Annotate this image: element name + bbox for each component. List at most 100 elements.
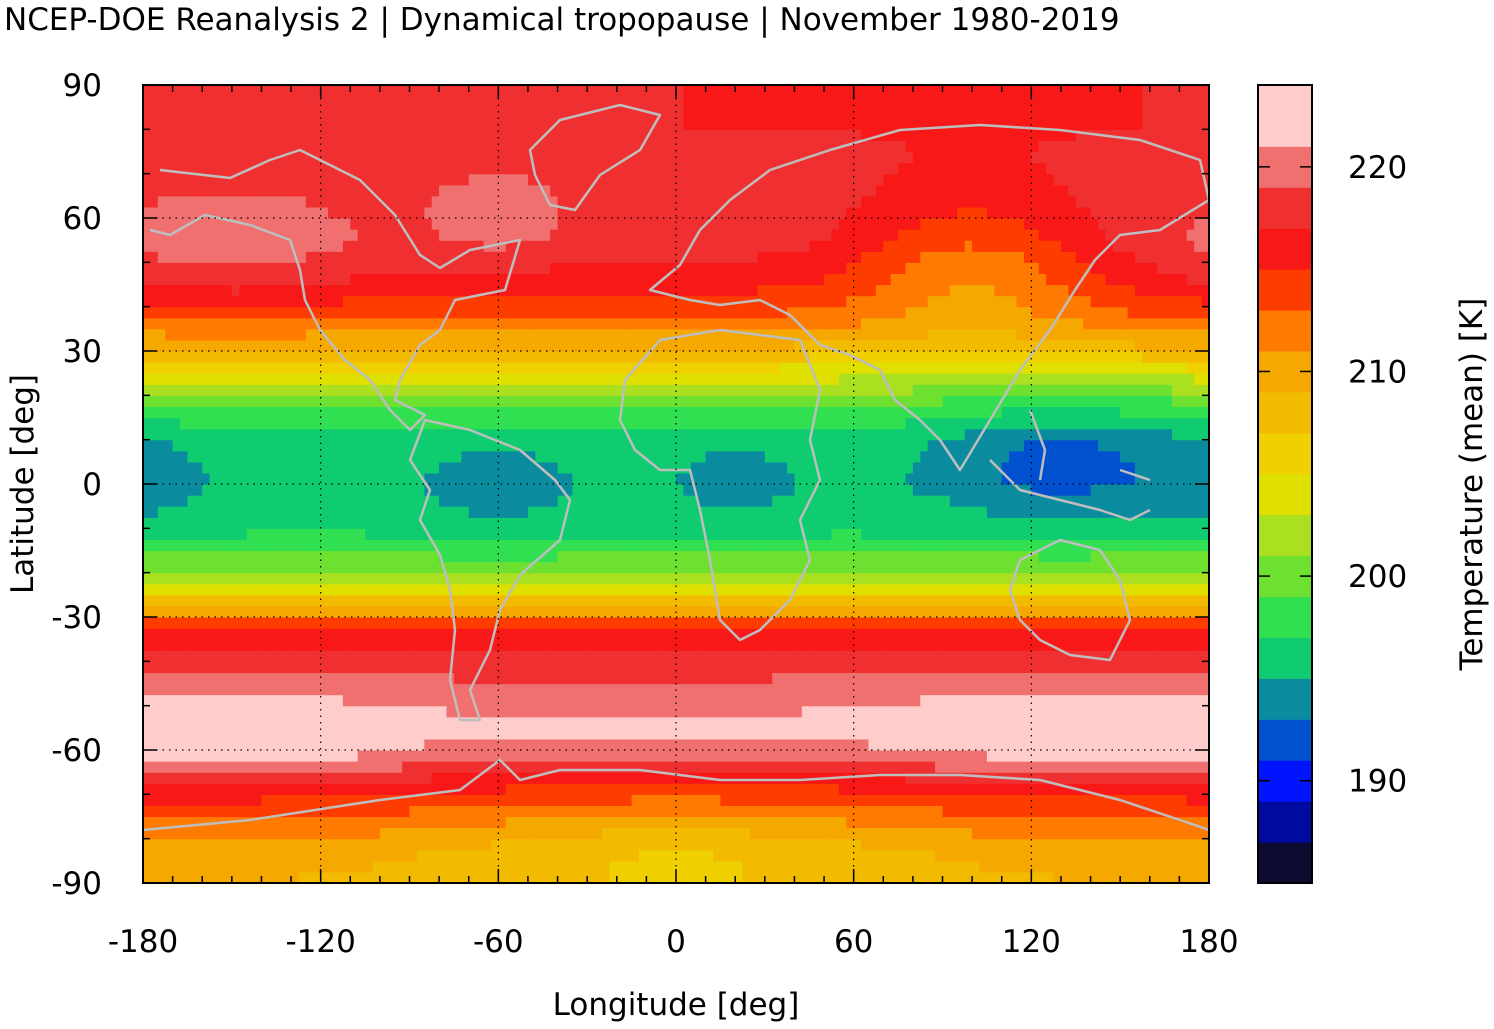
heatmap-cell [1186,650,1195,662]
heatmap-cell [824,561,833,574]
heatmap-cell [690,761,699,773]
heatmap-cell [779,827,788,840]
heatmap-cell [1186,617,1195,629]
heatmap-cell [868,783,877,795]
heatmap-cell [616,849,625,862]
heatmap-cell [365,805,374,818]
heatmap-cell [409,772,418,784]
heatmap-cell [431,805,440,818]
heatmap-cell [579,650,588,662]
heatmap-cell [772,794,781,807]
heatmap-cell [224,594,233,607]
heatmap-cell [1031,617,1040,629]
heatmap-cell [172,661,181,674]
heatmap-cell [912,561,921,574]
heatmap-cell [328,639,337,651]
heatmap-cell [1105,716,1114,729]
heatmap-cell [1164,639,1173,651]
heatmap-cell [150,783,159,795]
heatmap-cell [1149,617,1158,629]
heatmap-cell [1053,871,1062,883]
heatmap-cell [246,805,255,818]
heatmap-cell [809,617,818,629]
heatmap-cell [394,761,403,773]
heatmap-cell [698,605,707,618]
heatmap-cell [853,617,862,629]
heatmap-cell [276,550,285,563]
heatmap-cell [194,528,203,541]
heatmap-cell [1171,594,1180,607]
heatmap-cell [394,794,403,807]
heatmap-cell [698,639,707,651]
heatmap-cell [439,528,448,541]
heatmap-cell [1186,772,1195,784]
heatmap-cell [446,705,455,718]
heatmap-cell [772,827,781,840]
heatmap-cell [283,539,292,552]
heatmap-cell [1038,528,1047,541]
heatmap-cell [683,517,692,529]
heatmap-cell [328,561,337,574]
heatmap-cell [1075,860,1084,873]
heatmap-cell [365,517,374,529]
heatmap-cell [157,661,166,674]
heatmap-cell [742,805,751,818]
heatmap-cell [224,694,233,707]
heatmap-cell [498,517,507,529]
heatmap-cell [972,738,981,751]
heatmap-cell [957,517,966,529]
heatmap-cell [1194,694,1203,707]
heatmap-cell [890,550,899,563]
heatmap-cell [668,572,677,585]
heatmap-cell [676,761,684,773]
heatmap-cell [483,827,492,840]
heatmap-cell [1157,827,1166,840]
heatmap-cell [579,594,588,607]
heatmap-cell [187,716,196,729]
heatmap-cell [535,838,544,851]
heatmap-cell [846,506,855,518]
heatmap-cell [409,517,418,529]
heatmap-cell [787,661,796,674]
heatmap-cell [1038,783,1047,795]
heatmap-cell [927,827,936,840]
heatmap-cell [735,506,744,518]
heatmap-cell [579,750,588,762]
heatmap-cell [1031,683,1040,696]
heatmap-cell [379,539,388,552]
heatmap-cell [898,816,907,829]
heatmap-cell [180,705,189,718]
heatmap-cell [1157,805,1166,818]
heatmap-cell [1075,528,1084,541]
heatmap-cell [150,827,159,840]
heatmap-cell [742,750,751,762]
heatmap-cell [283,672,292,685]
heatmap-cell [1075,871,1084,883]
heatmap-cell [935,783,944,795]
heatmap-cell [328,650,337,662]
heatmap-cell [1053,838,1062,851]
heatmap-cell [320,838,329,851]
heatmap-cell [527,650,536,662]
heatmap-cell [920,605,929,618]
heatmap-cell [964,572,973,585]
heatmap-cell [572,849,581,862]
heatmap-cell [1120,605,1129,618]
heatmap-cell [276,805,285,818]
heatmap-cell [542,628,551,640]
heatmap-cell [535,750,544,762]
heatmap-cell [202,860,211,873]
heatmap-cell [520,594,529,607]
heatmap-cell [861,716,870,729]
heatmap-cell [883,727,892,740]
heatmap-cell [868,617,877,629]
heatmap-cell [890,661,899,674]
heatmap-cell [143,550,151,563]
heatmap-cell [468,572,477,585]
heatmap-cell [579,871,588,883]
heatmap-cell [661,506,670,518]
heatmap-cell [653,561,662,574]
heatmap-cell [772,561,781,574]
heatmap-cell [809,528,818,541]
heatmap-cell [861,495,870,507]
